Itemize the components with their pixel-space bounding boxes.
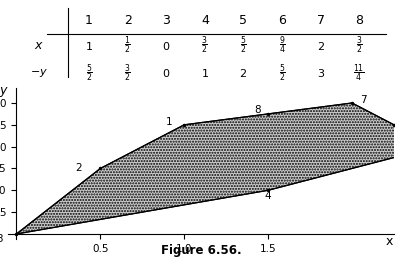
Text: $\frac{5}{2}$: $\frac{5}{2}$	[278, 62, 285, 84]
Text: 2: 2	[124, 14, 131, 27]
Text: 5: 5	[239, 14, 247, 27]
Text: Figure 6.56.: Figure 6.56.	[160, 244, 241, 257]
Text: $2$: $2$	[316, 40, 324, 52]
Text: $-y$: $-y$	[30, 67, 48, 79]
Text: $0$: $0$	[162, 40, 170, 52]
Text: 7: 7	[360, 95, 366, 105]
Text: $\frac{3}{2}$: $\frac{3}{2}$	[201, 35, 208, 56]
Text: $\frac{3}{2}$: $\frac{3}{2}$	[355, 35, 362, 56]
Text: 6: 6	[277, 14, 285, 27]
Text: x: x	[384, 235, 392, 248]
Text: $1$: $1$	[200, 67, 209, 79]
Text: 3: 3	[162, 14, 170, 27]
Text: $1$: $1$	[85, 40, 93, 52]
Text: 3: 3	[0, 234, 3, 244]
Text: $\frac{3}{2}$: $\frac{3}{2}$	[124, 62, 131, 84]
Text: 4: 4	[200, 14, 208, 27]
Text: $x$: $x$	[34, 39, 44, 52]
Text: $0$: $0$	[162, 67, 170, 79]
Text: $\frac{1}{2}$: $\frac{1}{2}$	[124, 35, 131, 56]
Text: 8: 8	[354, 14, 363, 27]
Text: 1: 1	[85, 14, 93, 27]
Text: y: y	[0, 84, 7, 97]
Text: 1: 1	[165, 117, 172, 127]
Text: $\frac{5}{2}$: $\frac{5}{2}$	[239, 35, 246, 56]
Text: $\frac{5}{2}$: $\frac{5}{2}$	[85, 62, 92, 84]
Text: 4: 4	[264, 191, 271, 201]
Text: 8: 8	[254, 105, 261, 115]
Text: $2$: $2$	[239, 67, 247, 79]
Text: $\frac{11}{4}$: $\frac{11}{4}$	[352, 62, 364, 84]
Text: 7: 7	[316, 14, 324, 27]
Text: 2: 2	[75, 164, 82, 173]
Text: $\frac{9}{4}$: $\frac{9}{4}$	[278, 35, 285, 56]
Text: $3$: $3$	[316, 67, 324, 79]
